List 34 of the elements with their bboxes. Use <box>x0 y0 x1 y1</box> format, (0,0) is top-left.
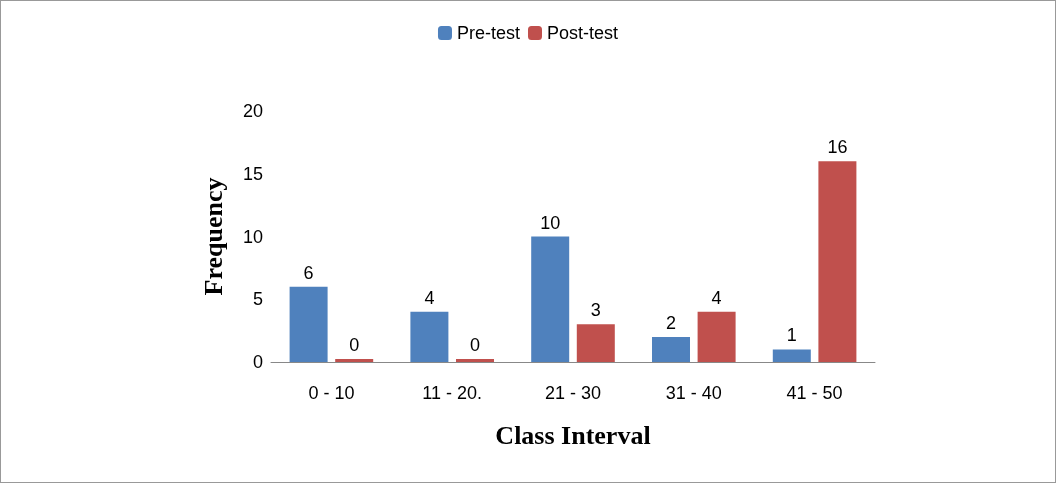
data-label: 6 <box>303 262 314 283</box>
data-label: 10 <box>540 212 561 233</box>
data-label: 0 <box>349 335 360 355</box>
bar <box>456 359 494 362</box>
legend-label: Pre-test <box>456 23 521 43</box>
y-tick-label: 15 <box>242 163 263 184</box>
data-label: 0 <box>469 335 481 355</box>
bar <box>772 349 811 362</box>
bar <box>289 286 328 362</box>
y-tick-label: 0 <box>252 352 263 372</box>
bar <box>335 359 374 362</box>
y-tick-label: 5 <box>252 289 263 310</box>
data-label: 4 <box>711 287 722 308</box>
data-label: 1 <box>786 325 797 346</box>
x-axis-title: Class Interval <box>495 420 651 450</box>
bar <box>410 311 449 362</box>
data-label: 3 <box>590 300 601 321</box>
y-tick-label: 10 <box>242 226 263 247</box>
legend-label: Post-test <box>547 23 619 43</box>
bar <box>652 336 690 362</box>
x-tick-label: 0 - 10 <box>308 383 355 403</box>
data-label: 4 <box>424 287 435 308</box>
x-tick-label: 21 - 30 <box>544 383 602 403</box>
y-tick-label: 20 <box>242 101 263 121</box>
x-tick-label: 11 - 20. <box>422 383 483 403</box>
bar <box>576 324 615 362</box>
data-label: 16 <box>827 137 848 158</box>
bar <box>697 311 736 362</box>
data-label: 2 <box>665 312 677 333</box>
x-tick-label: 31 - 40 <box>665 383 722 403</box>
bar <box>818 161 857 362</box>
bar <box>531 236 570 362</box>
y-axis-title: Frequency <box>198 177 228 296</box>
x-tick-label: 41 - 50 <box>786 383 843 403</box>
